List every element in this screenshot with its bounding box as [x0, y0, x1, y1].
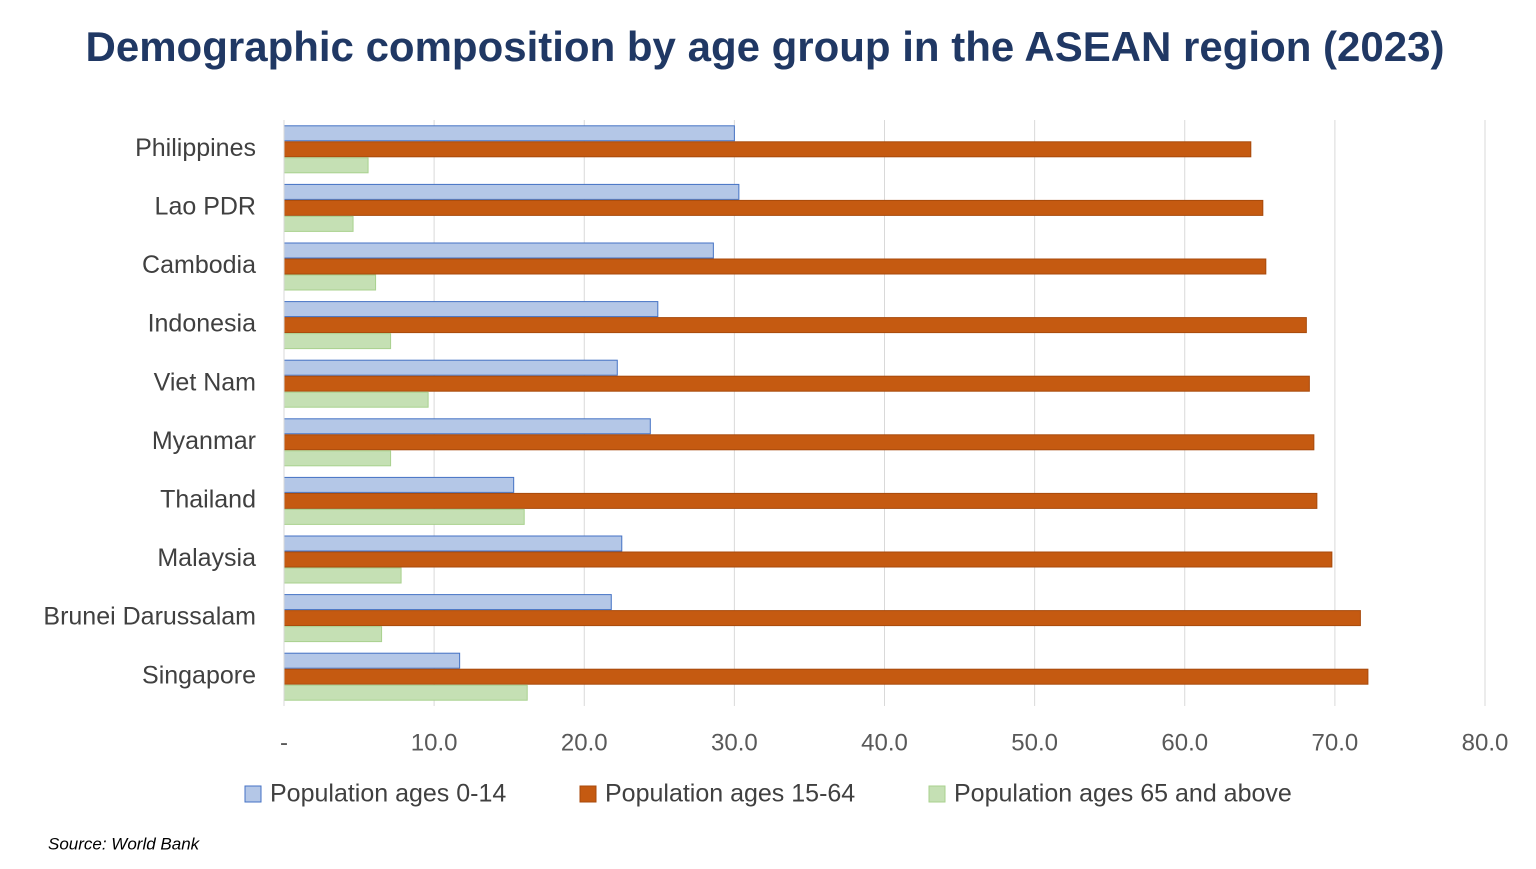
bar [283, 274, 377, 291]
bar [283, 215, 354, 232]
y-tick-label: Cambodia [142, 251, 256, 279]
bar [283, 626, 383, 643]
x-tick-label: - [280, 729, 288, 756]
bar [283, 375, 1310, 392]
x-tick-label: 70.0 [1312, 729, 1359, 756]
bar [283, 157, 369, 174]
bar [283, 668, 1369, 685]
y-tick-label: Brunei Darussalam [43, 603, 256, 631]
source-note: Source: World Bank [48, 834, 201, 853]
x-tick-label: 20.0 [561, 729, 608, 756]
x-tick-label: 50.0 [1011, 729, 1058, 756]
chart-title: Demographic composition by age group in … [86, 23, 1445, 70]
bar [283, 476, 515, 493]
legend-label: Population ages 65 and above [954, 780, 1292, 808]
bar [283, 508, 525, 525]
y-tick-label: Malaysia [157, 544, 256, 572]
y-tick-label: Myanmar [152, 427, 256, 455]
y-tick-label: Lao PDR [155, 193, 256, 221]
y-tick-label: Indonesia [148, 310, 257, 338]
legend-label: Population ages 0-14 [270, 780, 506, 808]
x-tick-label: 80.0 [1462, 729, 1509, 756]
bar [283, 492, 1318, 509]
y-tick-label: Viet Nam [154, 368, 256, 396]
bar [283, 359, 618, 376]
y-tick-label: Singapore [142, 661, 256, 689]
bar [283, 242, 714, 259]
bar [283, 684, 528, 701]
bar [283, 551, 1333, 568]
x-tick-label: 10.0 [411, 729, 458, 756]
bar [283, 141, 1252, 158]
bar [283, 333, 392, 350]
bar [283, 199, 1264, 216]
bar [283, 418, 651, 435]
x-tick-label: 30.0 [711, 729, 758, 756]
bar [283, 610, 1361, 627]
bar [283, 317, 1307, 334]
y-tick-label: Thailand [160, 486, 256, 514]
bar [283, 567, 402, 584]
bar [283, 391, 429, 408]
bar [283, 183, 740, 200]
legend-swatch [928, 785, 946, 803]
legend-swatch [579, 785, 597, 803]
bar [283, 594, 612, 611]
bar [283, 535, 623, 552]
x-tick-label: 60.0 [1161, 729, 1208, 756]
bar [283, 450, 392, 467]
legend-swatch [244, 785, 262, 803]
bar [283, 301, 659, 318]
bar [283, 125, 735, 142]
y-tick-label: Philippines [135, 134, 256, 162]
bar [283, 652, 461, 669]
bar [283, 258, 1267, 275]
bar [283, 434, 1315, 451]
legend-label: Population ages 15-64 [605, 780, 855, 808]
x-tick-label: 40.0 [861, 729, 908, 756]
